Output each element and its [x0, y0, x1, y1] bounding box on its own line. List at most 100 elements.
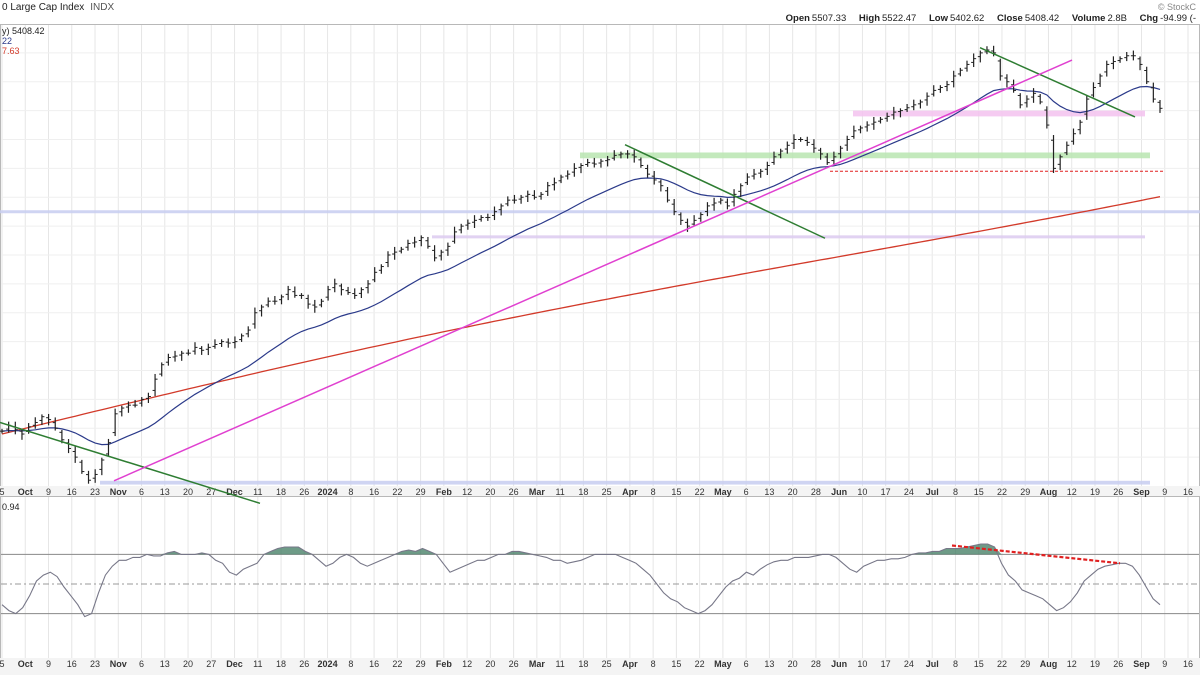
- close-label: Close: [996, 13, 1023, 24]
- x-tick-label: 13: [764, 487, 774, 497]
- legend-price: y) 5408.42: [2, 26, 45, 36]
- x-tick-label: 2024: [318, 487, 338, 497]
- resistance-zone-upper: [853, 110, 1145, 117]
- legend-ma-short: 22: [2, 36, 13, 46]
- x-tick-label: May: [714, 487, 732, 497]
- x-tick-label: 12: [462, 487, 472, 497]
- index-name: 0 Large Cap Index: [2, 2, 85, 13]
- downtrend-line-3: [979, 46, 1136, 118]
- x-tick-label-lower: 9: [46, 659, 51, 669]
- x-tick-label: 11: [253, 487, 262, 497]
- low-label: Low: [928, 13, 948, 24]
- x-tick-label: 16: [1183, 487, 1193, 497]
- x-tick-label-lower: 18: [578, 659, 588, 669]
- x-tick-label: 5: [0, 487, 5, 497]
- x-tick-label-lower: 13: [160, 659, 170, 669]
- change-value: -94.99 (-: [1160, 13, 1196, 24]
- x-tick-label: 29: [416, 487, 426, 497]
- rsi-overbought-fill: [2, 544, 1160, 555]
- ohlc-readout: Open 5507.33 High 5522.47 Low 5402.62 Close…: [786, 13, 1196, 24]
- x-tick-label: 6: [139, 487, 144, 497]
- change-label: Chg: [1139, 13, 1159, 24]
- x-tick-label: 17: [881, 487, 891, 497]
- x-tick-label: 22: [392, 487, 402, 497]
- x-tick-label: 16: [369, 487, 379, 497]
- x-tick-label: 26: [1113, 487, 1123, 497]
- x-tick-label-lower: 22: [392, 659, 402, 669]
- downtrend-line-1: [0, 421, 261, 505]
- x-tick-label-lower: Feb: [436, 659, 453, 669]
- legend-ma-long: 7.63: [2, 46, 20, 56]
- x-tick-label-lower: 16: [67, 659, 77, 669]
- x-tick-label-lower: 9: [1162, 659, 1167, 669]
- x-tick-label: Apr: [622, 487, 638, 497]
- x-tick-label: 29: [1020, 487, 1030, 497]
- x-tick-label-lower: 8: [651, 659, 656, 669]
- x-tick-label: 15: [671, 487, 681, 497]
- x-tick-label-lower: 20: [788, 659, 798, 669]
- x-tick-label-lower: 16: [369, 659, 379, 669]
- x-tick-label: 8: [651, 487, 656, 497]
- x-tick-label: 18: [578, 487, 588, 497]
- x-tick-label-lower: 29: [416, 659, 426, 669]
- volume-label: Volume: [1071, 13, 1106, 24]
- open-value: 5507.33: [811, 13, 847, 24]
- low-value: 5402.62: [949, 13, 985, 24]
- x-tick-label: 27: [206, 487, 216, 497]
- x-tick-label: 10: [857, 487, 867, 497]
- x-tick-label-lower: 17: [881, 659, 891, 669]
- open-label: Open: [785, 13, 810, 24]
- x-tick-label-lower: Mar: [529, 659, 546, 669]
- x-tick-label: 20: [788, 487, 798, 497]
- x-tick-label-lower: 12: [1067, 659, 1077, 669]
- x-tick-label: 19: [1090, 487, 1100, 497]
- rsi-divergence-line: [951, 544, 1121, 565]
- x-tick-label-lower: Jul: [926, 659, 939, 669]
- x-tick-label: 25: [602, 487, 612, 497]
- x-tick-label-lower: 2024: [318, 659, 338, 669]
- chart-title: 0 Large Cap Index INDX: [2, 2, 114, 13]
- x-tick-label-lower: 11: [555, 659, 564, 669]
- x-tick-label-lower: 15: [671, 659, 681, 669]
- x-tick-label-lower: 25: [602, 659, 612, 669]
- high-value: 5522.47: [882, 13, 917, 24]
- x-tick-label: 8: [953, 487, 958, 497]
- x-tick-label-lower: 26: [509, 659, 519, 669]
- x-tick-label: 22: [695, 487, 705, 497]
- x-tick-label: 11: [555, 487, 564, 497]
- x-tick-label-lower: 8: [953, 659, 958, 669]
- x-tick-label-lower: 16: [1183, 659, 1193, 669]
- x-tick-label-lower: 26: [299, 659, 309, 669]
- x-tick-label-lower: Oct: [18, 659, 33, 669]
- support-zone-bottom: [100, 480, 1150, 485]
- close-value: 5408.42: [1024, 13, 1060, 24]
- x-tick-label: 16: [67, 487, 77, 497]
- support-zone-violet: [432, 235, 1145, 239]
- x-tick-label: 13: [160, 487, 170, 497]
- x-tick-label: Jun: [831, 487, 847, 497]
- x-tick-label-lower: Aug: [1040, 659, 1058, 669]
- x-tick-label-lower: 26: [1113, 659, 1123, 669]
- x-tick-label: Nov: [110, 487, 127, 497]
- x-tick-label-lower: 5: [0, 659, 5, 669]
- moving-average-long: [1, 196, 1161, 435]
- x-tick-label: 24: [904, 487, 914, 497]
- chart-header: 0 Large Cap Index INDX © StockC Open 5507.…: [0, 0, 1200, 24]
- support-zone-blue: [0, 210, 1200, 214]
- x-tick-label-lower: 6: [744, 659, 749, 669]
- price-bars: [0, 45, 1163, 484]
- x-tick-label-lower: Jun: [831, 659, 847, 669]
- x-tick-label: 15: [974, 487, 984, 497]
- x-tick-label-lower: 12: [462, 659, 472, 669]
- x-tick-label: 23: [90, 487, 100, 497]
- x-tick-label: Oct: [18, 487, 33, 497]
- x-tick-label-lower: 13: [764, 659, 774, 669]
- x-tick-label: 9: [46, 487, 51, 497]
- x-tick-label-lower: 28: [811, 659, 821, 669]
- x-tick-label-lower: 24: [904, 659, 914, 669]
- x-tick-label-lower: 22: [997, 659, 1007, 669]
- x-tick-label: 6: [744, 487, 749, 497]
- x-tick-label-lower: 23: [90, 659, 100, 669]
- x-gridlines: [1, 25, 1199, 658]
- exchange-label: INDX: [90, 2, 115, 13]
